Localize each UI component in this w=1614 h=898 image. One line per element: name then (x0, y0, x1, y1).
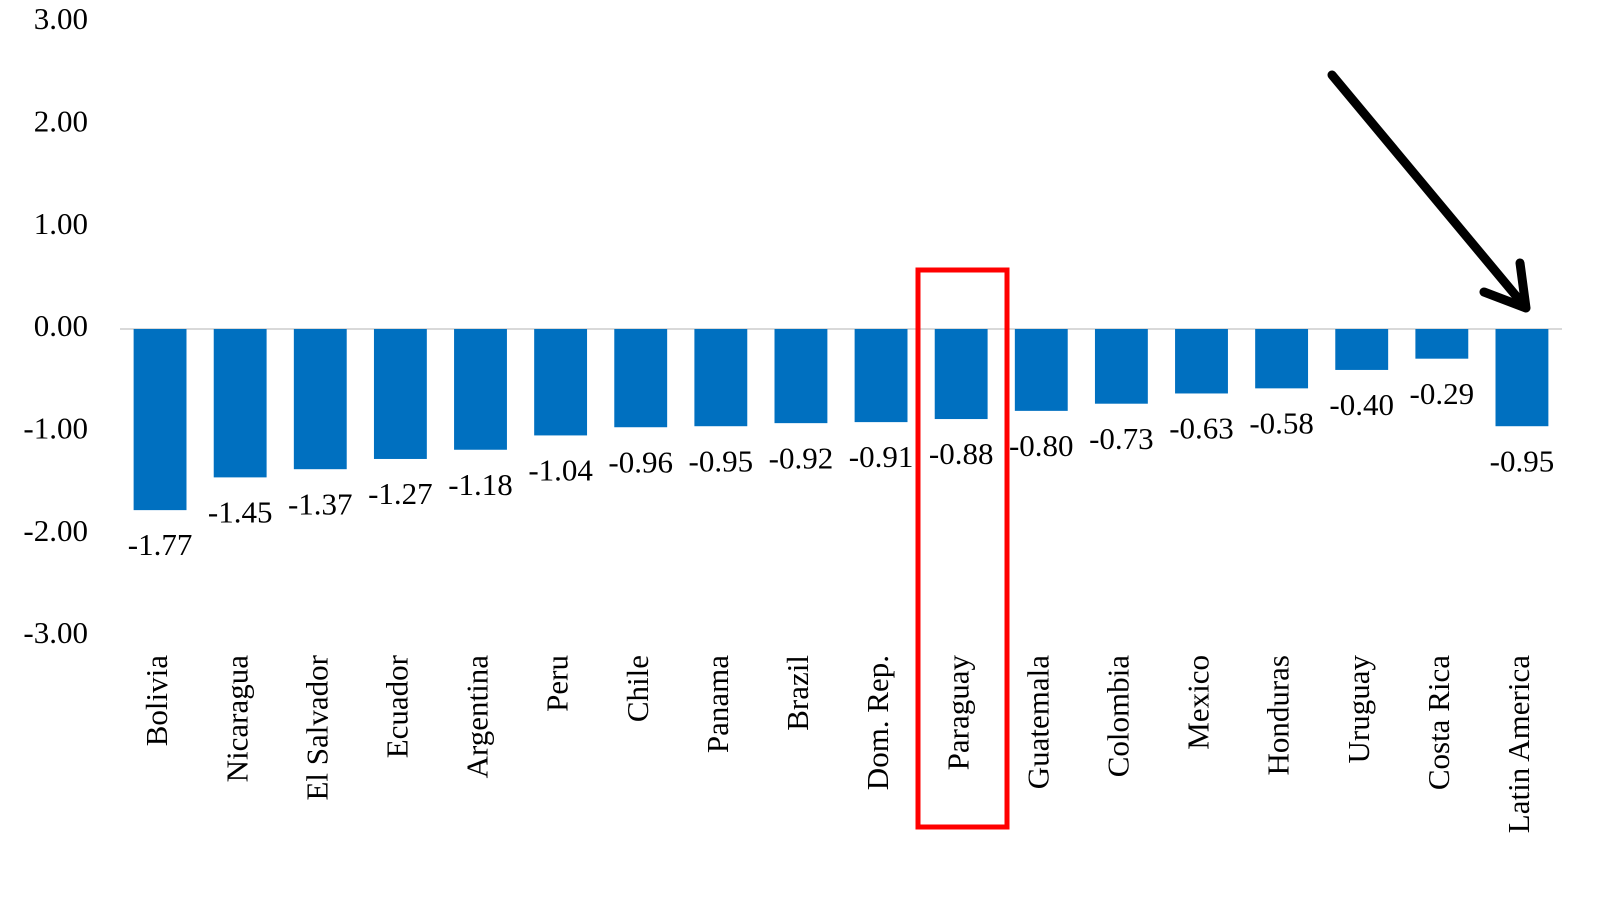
bar (854, 329, 908, 423)
y-tick-label: 2.00 (34, 103, 88, 138)
y-tick-label: -2.00 (23, 513, 88, 548)
bar (293, 329, 347, 470)
value-label: -1.27 (368, 476, 433, 511)
value-label: -1.04 (528, 453, 593, 488)
x-tick-label: Nicaragua (219, 655, 254, 783)
bar (1094, 329, 1148, 404)
x-tick-label: Mexico (1181, 655, 1216, 750)
x-tick-label: El Salvador (299, 654, 334, 800)
x-tick-label: Ecuador (379, 654, 414, 758)
x-tick-label: Dom. Rep. (860, 655, 895, 790)
x-tick-label: Chile (620, 655, 655, 722)
value-label: -1.45 (208, 494, 273, 529)
x-tick-label: Panama (700, 655, 735, 753)
value-label: -0.95 (1490, 443, 1555, 478)
x-tick-label: Paraguay (940, 655, 975, 771)
bar (133, 329, 187, 511)
bar (373, 329, 427, 459)
x-tick-label: Honduras (1261, 655, 1296, 776)
x-tick-label: Costa Rica (1421, 655, 1456, 790)
value-label: -0.96 (608, 444, 673, 479)
y-tick-label: 3.00 (34, 1, 88, 36)
bar (774, 329, 828, 424)
x-tick-label: Peru (540, 655, 575, 712)
value-label: -1.77 (128, 527, 193, 562)
x-tick-label: Bolivia (139, 655, 174, 747)
value-label: -0.95 (689, 443, 754, 478)
bar (934, 329, 988, 420)
y-tick-label: 1.00 (34, 206, 88, 241)
value-label: -0.29 (1410, 376, 1475, 411)
x-tick-label: Brazil (780, 655, 815, 731)
bar (213, 329, 267, 478)
y-tick-label: -1.00 (23, 410, 88, 445)
bar (1014, 329, 1068, 411)
value-label: -1.18 (448, 467, 513, 502)
bar (1415, 329, 1469, 359)
value-label: -0.91 (849, 439, 914, 474)
x-tick-label: Colombia (1100, 655, 1135, 778)
x-tick-label: Uruguay (1341, 655, 1376, 764)
bar (1175, 329, 1228, 394)
arrow (1327, 70, 1531, 313)
y-tick-label: -3.00 (23, 615, 88, 650)
bar (614, 329, 668, 428)
bar (534, 329, 588, 436)
bar (454, 329, 507, 450)
bar (1255, 329, 1309, 389)
value-label: -0.88 (929, 436, 994, 471)
value-label: -0.80 (1009, 428, 1074, 463)
highlight-box (915, 267, 1010, 830)
x-tick-label: Argentina (460, 655, 495, 779)
value-label: -0.92 (769, 440, 834, 475)
value-label: -1.37 (288, 486, 353, 521)
y-tick-label: 0.00 (34, 308, 88, 343)
bar (694, 329, 748, 427)
bar (1495, 329, 1549, 427)
value-label: -0.63 (1169, 411, 1234, 446)
x-tick-label: Guatemala (1020, 655, 1055, 790)
value-label: -0.40 (1329, 387, 1394, 422)
value-label: -0.58 (1249, 405, 1314, 440)
bar (1335, 329, 1389, 370)
value-label: -0.73 (1089, 421, 1154, 456)
x-tick-label: Latin America (1501, 655, 1536, 833)
